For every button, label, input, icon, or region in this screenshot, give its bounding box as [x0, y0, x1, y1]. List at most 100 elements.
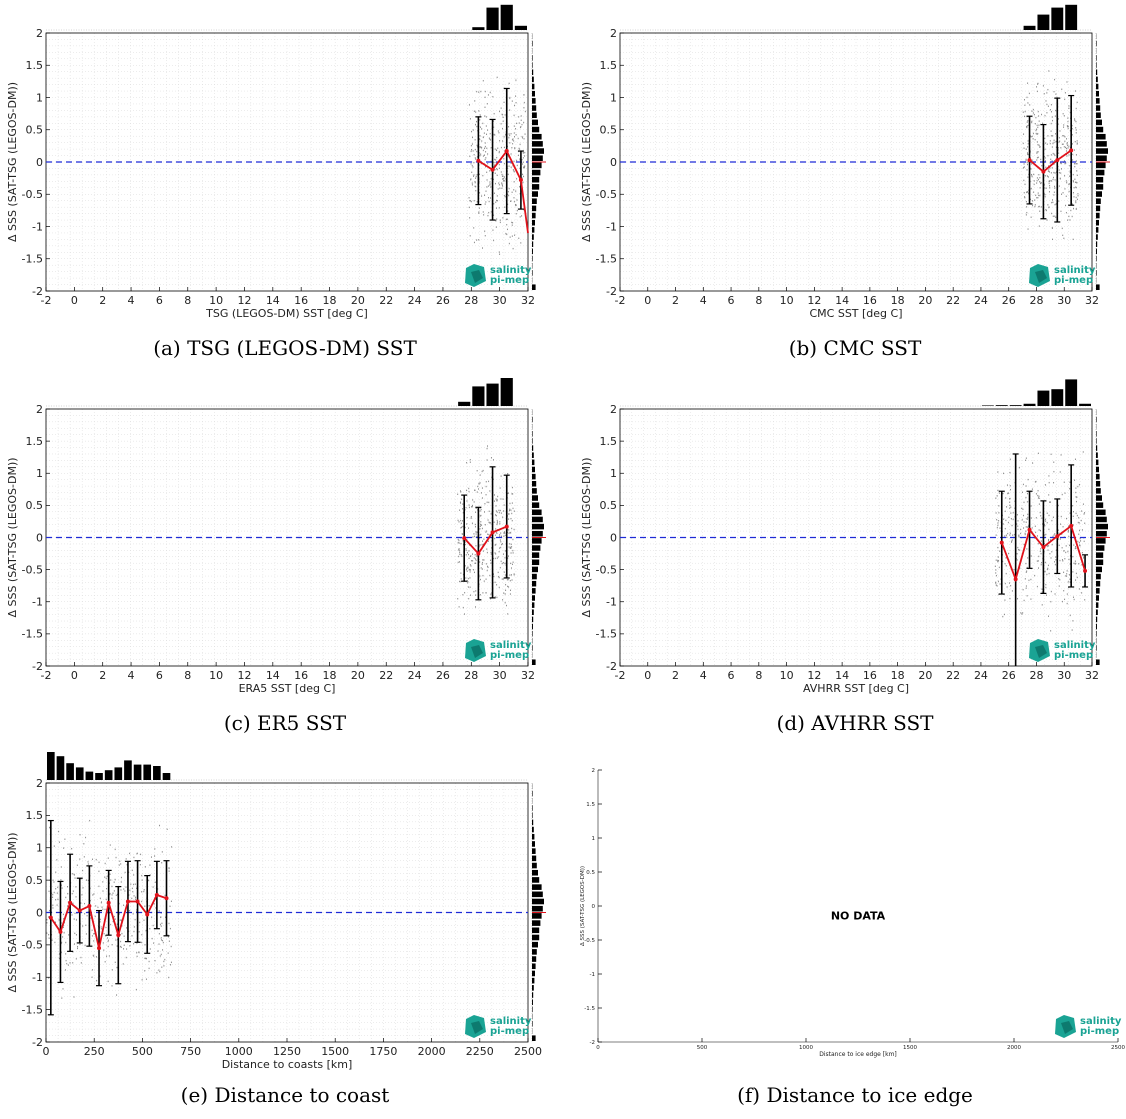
scatter-point	[494, 522, 495, 523]
side-hist-bar	[1096, 510, 1106, 516]
scatter-point	[458, 556, 459, 557]
scatter-point	[52, 939, 53, 940]
scatter-point	[47, 866, 48, 867]
scatter-point	[48, 977, 49, 978]
side-hist-bar	[532, 467, 535, 473]
y-tick-label: -1	[32, 220, 43, 233]
scatter-point	[84, 856, 85, 857]
scatter-point	[1040, 512, 1041, 513]
scatter-point	[1049, 185, 1050, 186]
x-tick-label: 2000	[418, 1045, 446, 1058]
scatter-point	[1020, 533, 1021, 534]
scatter-point	[1033, 109, 1034, 110]
scatter-point	[1043, 85, 1044, 86]
side-hist-bar	[1096, 624, 1097, 630]
scatter-point	[504, 206, 505, 207]
scatter-point	[500, 219, 501, 220]
scatter-point	[151, 856, 152, 857]
scatter-point	[123, 948, 124, 949]
scatter-point	[1076, 132, 1077, 133]
scatter-point	[496, 226, 497, 227]
side-hist-bar	[1096, 560, 1103, 566]
scatter-point	[509, 188, 510, 189]
scatter-point	[481, 195, 482, 196]
top-hist-bar	[486, 8, 498, 30]
x-axis-label: Distance to ice edge [km]	[819, 1051, 897, 1058]
scatter-point	[1051, 202, 1052, 203]
scatter-point	[1068, 216, 1069, 217]
scatter-point	[523, 94, 524, 95]
scatter-point	[1067, 121, 1068, 122]
scatter-point	[116, 895, 117, 896]
scatter-point	[110, 874, 111, 875]
side-hist-bar	[1096, 602, 1098, 608]
scatter-point	[120, 919, 121, 920]
scatter-point	[495, 582, 496, 583]
scatter-point	[482, 540, 483, 541]
scatter-point	[484, 115, 485, 116]
y-tick-label: 0	[610, 156, 617, 169]
scatter-point	[1041, 540, 1042, 541]
scatter-point	[469, 504, 470, 505]
x-tick-label: 6	[156, 294, 163, 307]
scatter-point	[1079, 588, 1080, 589]
scatter-point	[490, 92, 491, 93]
scatter-point	[1060, 211, 1061, 212]
scatter-point	[1048, 494, 1049, 495]
scatter-point	[512, 143, 513, 144]
scatter-point	[1078, 563, 1079, 564]
scatter-point	[1034, 184, 1035, 185]
scatter-point	[476, 533, 477, 534]
scatter-point	[509, 509, 510, 510]
caption-b: (b) CMC SST	[610, 336, 1100, 360]
side-hist-bar	[1096, 134, 1106, 140]
scatter-point	[1031, 188, 1032, 189]
scatter-point	[476, 560, 477, 561]
x-tick-label: 20	[351, 669, 365, 682]
scatter-point	[486, 548, 487, 549]
x-tick-label: 6	[728, 294, 735, 307]
y-tick-label: 0	[592, 904, 596, 910]
scatter-point	[485, 97, 486, 98]
side-hist-bar	[532, 791, 533, 797]
scatter-point	[1073, 180, 1074, 181]
scatter-point	[1012, 525, 1013, 526]
scatter-point	[486, 125, 487, 126]
scatter-point	[497, 200, 498, 201]
scatter-point	[1017, 598, 1018, 599]
scatter-point	[470, 571, 471, 572]
scatter-point	[1038, 125, 1039, 126]
scatter-point	[486, 191, 487, 192]
scatter-point	[149, 864, 150, 865]
scatter-point	[505, 114, 506, 115]
scatter-point	[1038, 192, 1039, 193]
scatter-point	[1013, 519, 1014, 520]
scatter-point	[503, 117, 504, 118]
scatter-point	[1032, 462, 1033, 463]
scatter-point	[462, 508, 463, 509]
scatter-point	[145, 866, 146, 867]
scatter-point	[479, 119, 480, 120]
scatter-point	[84, 913, 85, 914]
scatter-point	[1026, 160, 1027, 161]
scatter-point	[459, 554, 460, 555]
scatter-point	[499, 523, 500, 524]
scatter-point	[75, 886, 76, 887]
scatter-point	[469, 207, 470, 208]
top-hist-bar	[1079, 404, 1091, 406]
scatter-point	[470, 565, 471, 566]
scatter-point	[93, 955, 94, 956]
scatter-point	[996, 512, 997, 513]
scatter-point	[514, 136, 515, 137]
side-hist-bar	[1096, 438, 1097, 444]
scatter-point	[1055, 141, 1056, 142]
scatter-point	[1046, 188, 1047, 189]
scatter-point	[463, 607, 464, 608]
scatter-point	[1053, 462, 1054, 463]
scatter-point	[1074, 599, 1075, 600]
scatter-point	[507, 586, 508, 587]
scatter-point	[55, 899, 56, 900]
side-hist-bar	[532, 617, 533, 623]
scatter-point	[476, 151, 477, 152]
scatter-point	[1073, 597, 1074, 598]
